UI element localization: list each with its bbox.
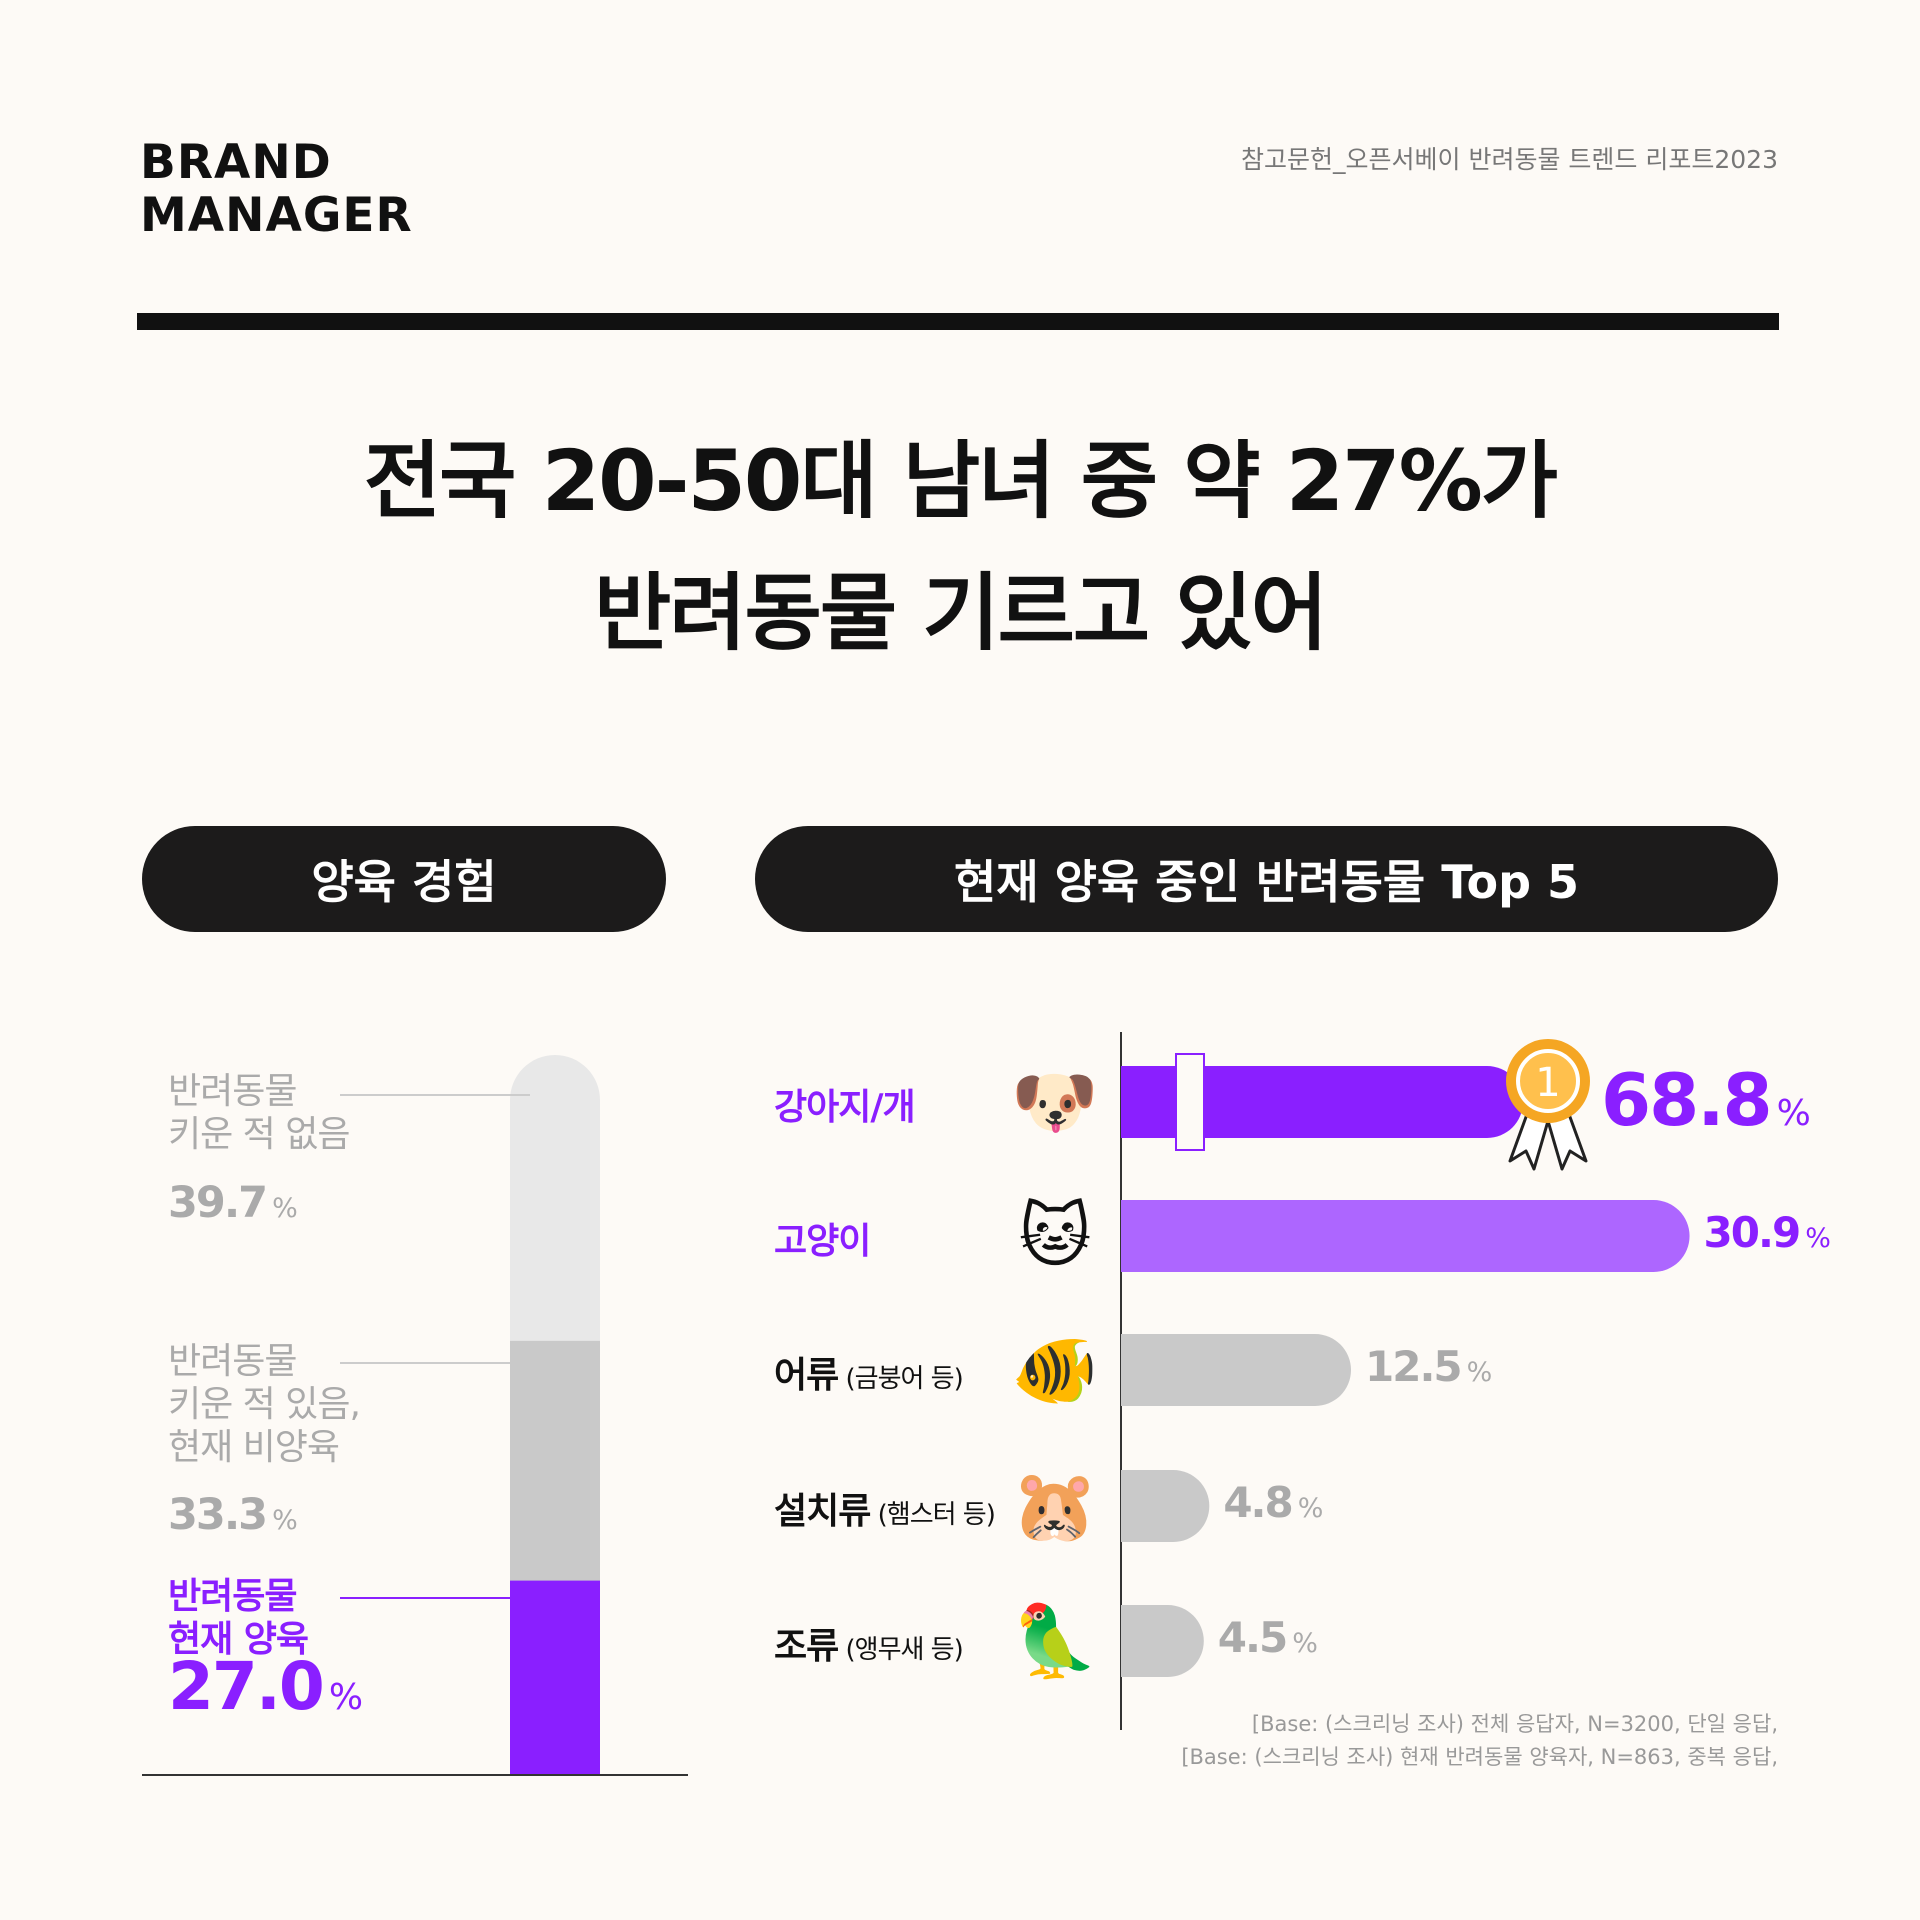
stack-value-number-1: 33.3 [168, 1490, 268, 1540]
reference-text: 참고문헌_오픈서베이 반려동물 트렌드 리포트2023 [1241, 145, 1778, 174]
bar-value-unit-2: % [1466, 1357, 1493, 1388]
bar-value-number-1: 30.9 [1703, 1208, 1802, 1257]
stack-label-1: 반려동물 키운 적 있음, 현재 비양육 [168, 1341, 361, 1468]
section-title-top5: 현재 양육 중인 반려동물 Top 5 [755, 826, 1778, 932]
stack-value-2: 27.0% [168, 1648, 363, 1725]
dog-face-icon: 🐶 [1011, 1061, 1099, 1143]
bar-category-sub-3: (햄스터 등) [870, 1500, 996, 1530]
bar-3 [1121, 1470, 1210, 1542]
bar-category-sub-4: (앵무새 등) [838, 1635, 964, 1665]
stack-segment-1 [510, 1340, 600, 1582]
base-notes: [Base: (스크리닝 조사) 전체 응답자, N=3200, 단일 응답, … [1181, 1712, 1778, 1769]
bar-value-0: 68.8% [1601, 1058, 1811, 1142]
stack-value-1: 33.3% [168, 1490, 298, 1540]
stack-value-unit-2: % [328, 1677, 363, 1718]
bar-value-unit-0: % [1776, 1093, 1811, 1134]
axis-break-marker [1175, 1053, 1205, 1151]
stack-value-number-0: 39.7 [168, 1178, 268, 1228]
bar-value-4: 4.5% [1217, 1613, 1318, 1662]
bar-category-name-1: 고양이 [774, 1221, 871, 1262]
bar-value-3: 4.8% [1223, 1478, 1324, 1527]
medal-icon: 1 [1506, 1039, 1590, 1171]
stack-segment-0 [510, 1055, 600, 1342]
bar-value-unit-1: % [1805, 1223, 1831, 1254]
bar-category-2: 어류 (금붕어 등) [774, 1346, 964, 1398]
stack-value-unit-1: % [272, 1505, 298, 1536]
bar-value-2: 12.5% [1365, 1342, 1493, 1391]
parrot-icon: 🦜 [1011, 1600, 1099, 1682]
stack-value-number-2: 27.0 [168, 1648, 325, 1725]
bar-category-name-4: 조류 [774, 1626, 839, 1667]
bar-value-number-2: 12.5 [1365, 1342, 1463, 1391]
section-title-experience: 양육 경험 [142, 826, 666, 932]
headline: 전국 20-50대 남녀 중 약 27%가 반려동물 기르고 있어 [363, 432, 1558, 662]
stack-value-0: 39.7% [168, 1178, 298, 1228]
header-divider [137, 313, 1779, 330]
bar-category-4: 조류 (앵무새 등) [774, 1617, 964, 1669]
bar-category-name-2: 어류 [774, 1355, 839, 1396]
cat-face-icon: 🐱 [1018, 1195, 1092, 1277]
bar-0 [1121, 1066, 1523, 1138]
bar-value-number-0: 68.8 [1601, 1058, 1773, 1142]
bar-4 [1121, 1605, 1204, 1677]
bar-value-unit-4: % [1292, 1628, 1318, 1659]
bar-value-1: 30.9% [1703, 1208, 1831, 1257]
bar-value-unit-3: % [1297, 1493, 1324, 1524]
stack-label-0: 반려동물 키운 적 없음 [168, 1071, 350, 1155]
stack-segment-2 [510, 1580, 600, 1775]
bar-category-0: 강아지/개 [774, 1078, 916, 1130]
medal-rank: 1 [1535, 1060, 1560, 1106]
stack-value-unit-0: % [272, 1193, 298, 1224]
bar-1 [1121, 1200, 1690, 1272]
tropical-fish-icon: 🐠 [1011, 1329, 1099, 1411]
hamster-face-icon: 🐹 [1011, 1465, 1099, 1547]
bar-category-3: 설치류 (햄스터 등) [774, 1482, 996, 1534]
bar-2 [1121, 1334, 1351, 1406]
brand-logo: BRAND MANAGER [140, 135, 413, 243]
bar-value-number-4: 4.5 [1217, 1613, 1288, 1662]
bar-category-name-0: 강아지/개 [774, 1087, 916, 1128]
bar-category-name-3: 설치류 [774, 1491, 871, 1532]
bar-category-sub-2: (금붕어 등) [838, 1364, 964, 1394]
bar-category-1: 고양이 [774, 1212, 871, 1264]
bar-value-number-3: 4.8 [1223, 1478, 1293, 1527]
stack-label-2: 반려동물 현재 양육 [168, 1576, 309, 1660]
